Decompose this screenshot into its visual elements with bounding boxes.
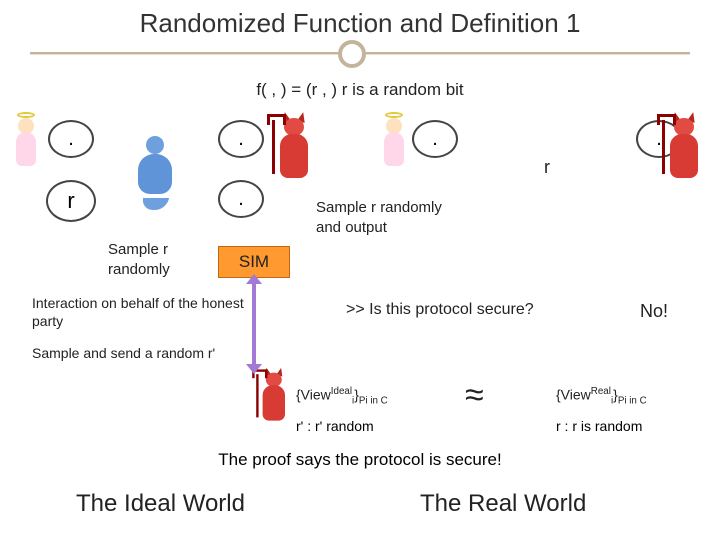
label-samplesend: Sample and send a random r' <box>32 344 262 362</box>
label-sample-left: Sample r randomly <box>108 240 208 279</box>
angel-icon <box>8 116 44 172</box>
view-ideal-pisub: Pi in C <box>359 395 388 406</box>
genie-icon <box>130 132 180 210</box>
formula-text: f( , ) = (r , ) r is a random bit <box>0 80 720 100</box>
view-real-sup: Real <box>591 386 611 397</box>
view-real-expr: {ViewReali}Pi in C <box>556 386 647 406</box>
rprime-right: r : r is random <box>556 418 642 434</box>
world-ideal: The Ideal World <box>76 490 245 518</box>
node-r: r <box>46 180 96 222</box>
node-dot-3: . <box>412 120 458 158</box>
world-real: The Real World <box>420 490 586 518</box>
view-ideal-sup: Ideal <box>331 386 352 397</box>
angel-icon <box>376 116 412 172</box>
double-arrow-icon <box>252 282 256 366</box>
devil-icon <box>270 112 316 190</box>
view-real-pisub: Pi in C <box>618 395 647 406</box>
view-ideal-expr: {ViewIdeali}Pi in C <box>296 386 388 406</box>
node-dot-5: . <box>218 180 264 218</box>
label-no: No! <box>640 300 668 323</box>
devil-icon <box>255 368 292 430</box>
label-question: >> Is this protocol secure? <box>346 300 534 321</box>
label-interaction: Interaction on behalf of the honest part… <box>32 294 252 330</box>
proof-text: The proof says the protocol is secure! <box>0 450 720 470</box>
rprime-left: r' : r' random <box>296 418 374 434</box>
view-ideal-prefix: {View <box>296 387 331 403</box>
title-ring-icon <box>338 40 366 68</box>
slide-title: Randomized Function and Definition 1 <box>0 8 720 39</box>
node-dot-2: . <box>218 120 264 158</box>
label-r-topright: r <box>544 156 550 179</box>
devil-icon <box>660 112 706 190</box>
approx-symbol: ≈ <box>465 376 484 415</box>
node-dot-1: . <box>48 120 94 158</box>
label-sample-right: Sample r randomly and output <box>316 198 456 237</box>
view-real-prefix: {View <box>556 387 591 403</box>
